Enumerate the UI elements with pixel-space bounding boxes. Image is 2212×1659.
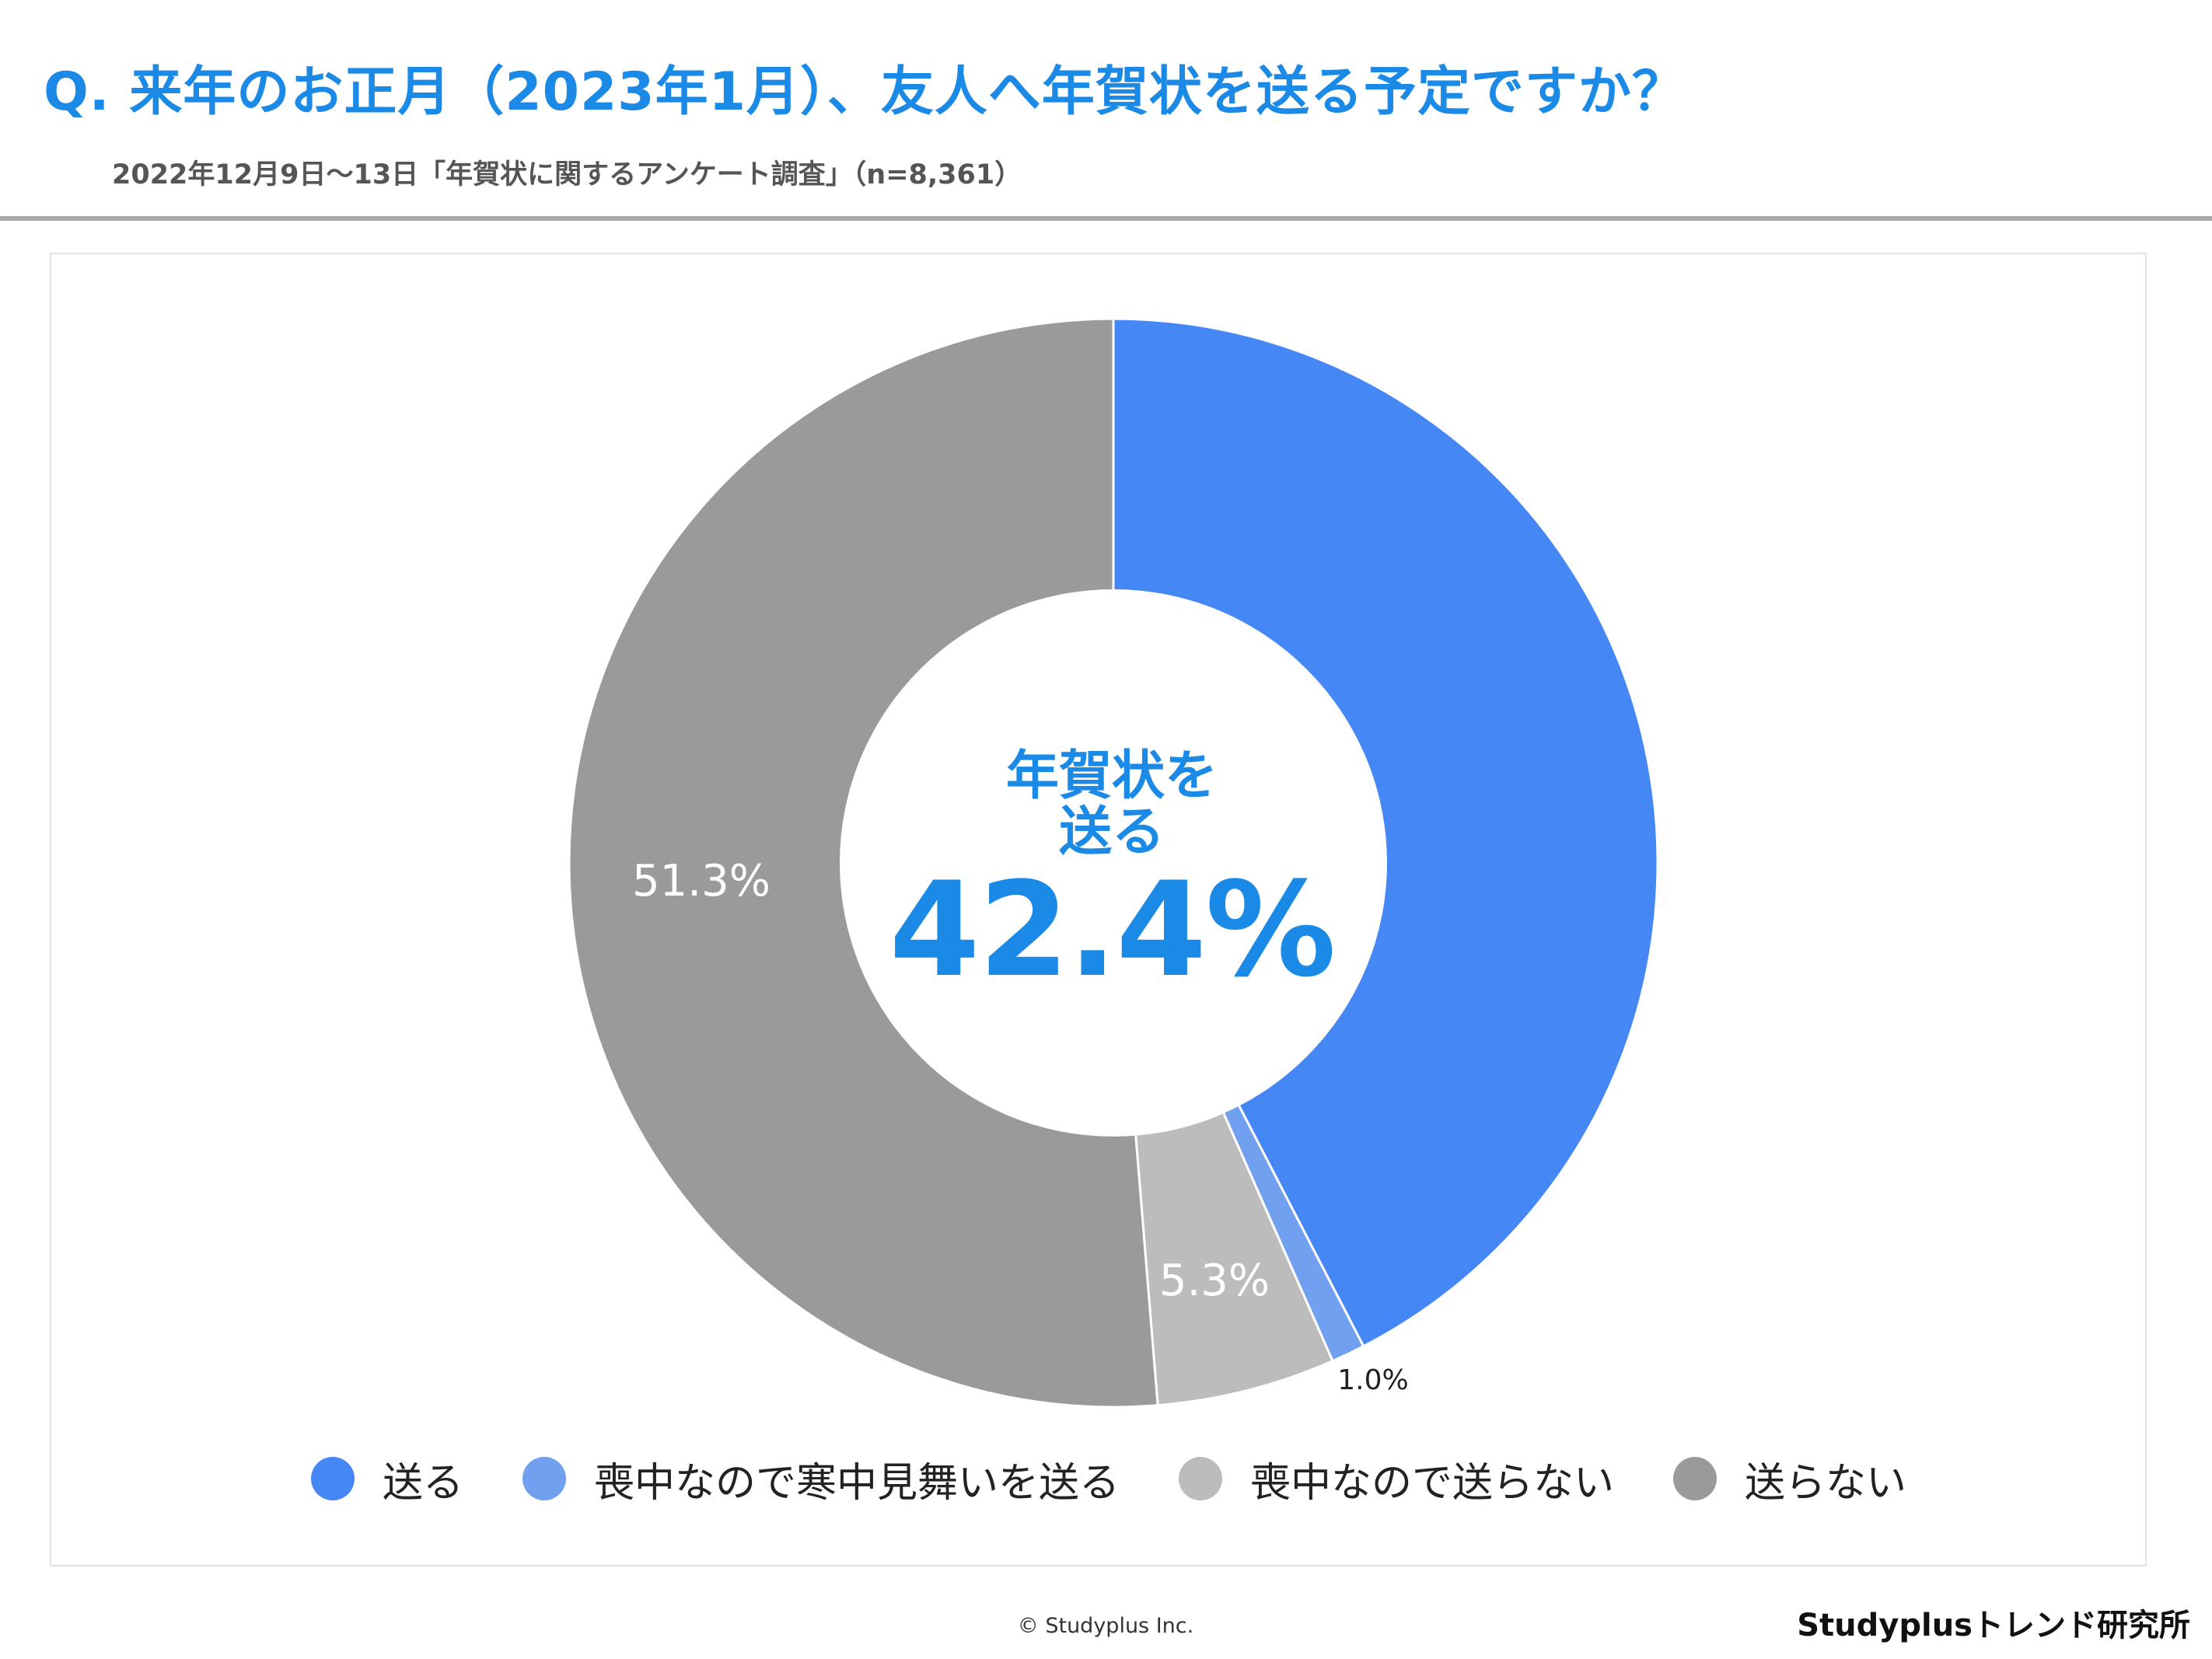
center-value: 42.4%: [889, 854, 1337, 1006]
legend-dot-not-send: [1673, 1457, 1718, 1500]
header-divider: [0, 216, 2212, 221]
legend-item-not-send: 送らない: [1673, 1450, 1906, 1508]
chart-subtitle: 2022年12月9日〜13日「年賀状に関するアンケート調査」（n=8,361）: [112, 159, 1022, 190]
legend-label-mourning-winter-greeting: 喪中なので寒中見舞いを送る: [594, 1459, 1120, 1507]
donut-hole: [840, 589, 1387, 1137]
slice-label-2: 5.3%: [1159, 1256, 1270, 1306]
header: Q. 来年のお正月（2023年1月）、友人へ年賀状を送る予定ですか？ 2022年…: [0, 0, 2212, 221]
center-label-line2: 送る: [1058, 802, 1165, 863]
legend-dot-mourning-not-send: [1179, 1457, 1223, 1500]
legend-label-mourning-not-send: 喪中なので送らない: [1250, 1459, 1615, 1507]
brand-logo-text: Studyplusトレンド研究所: [1797, 1608, 2190, 1643]
legend-dot-send: [311, 1457, 355, 1500]
chart-title: Q. 来年のお正月（2023年1月）、友人へ年賀状を送る予定ですか？: [44, 61, 1686, 123]
slice-label-1: 1.0%: [1337, 1364, 1408, 1396]
slice-label-3: 51.3%: [632, 856, 771, 906]
legend-item-mourning-not-send: 喪中なので送らない: [1179, 1450, 1614, 1508]
legend-item-mourning-winter-greeting: 喪中なので寒中見舞いを送る: [522, 1450, 1120, 1508]
legend: 送る 喪中なので寒中見舞いを送る 喪中なので送らない 送らない: [311, 1448, 1944, 1510]
copyright: © Studyplus Inc.: [1017, 1614, 1194, 1638]
legend-item-send: 送る: [311, 1450, 463, 1508]
legend-label-not-send: 送らない: [1745, 1459, 1907, 1507]
center-label-line1: 年賀状を: [1005, 746, 1218, 807]
legend-label-send: 送る: [383, 1459, 464, 1507]
legend-dot-mourning-winter-greeting: [522, 1457, 567, 1500]
